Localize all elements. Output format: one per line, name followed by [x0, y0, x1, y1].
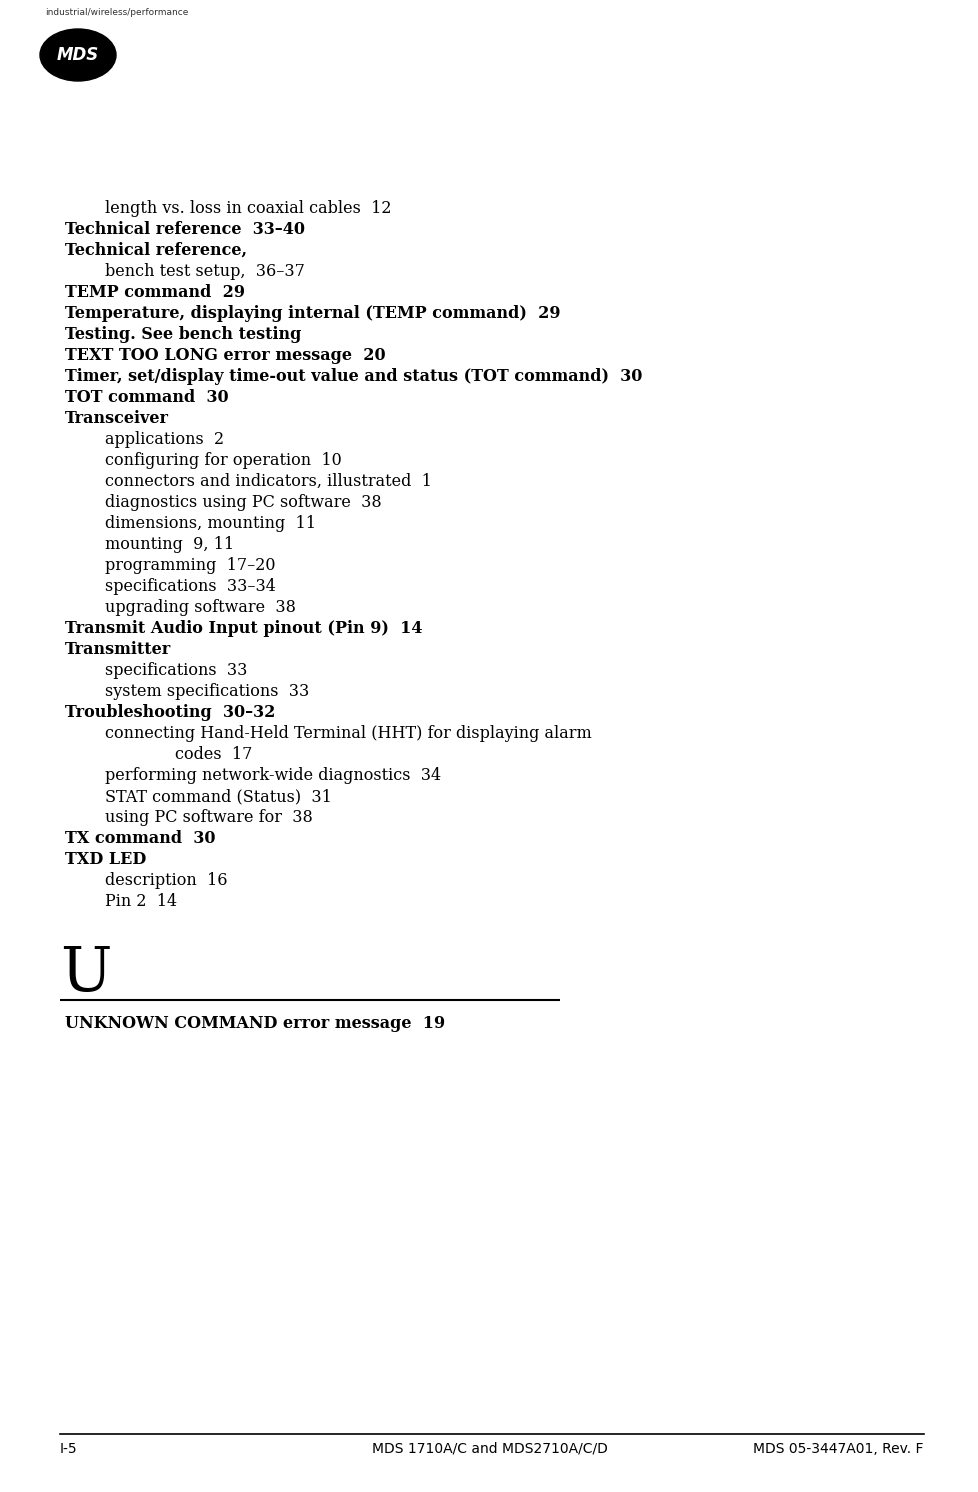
- Text: description  16: description 16: [105, 871, 227, 889]
- Text: performing network-wide diagnostics  34: performing network-wide diagnostics 34: [105, 767, 441, 783]
- Text: codes  17: codes 17: [175, 746, 252, 762]
- Text: bench test setup,  36–37: bench test setup, 36–37: [105, 263, 304, 280]
- Text: connecting Hand-Held Terminal (HHT) for displaying alarm: connecting Hand-Held Terminal (HHT) for …: [105, 725, 591, 742]
- Text: Technical reference,: Technical reference,: [65, 242, 246, 260]
- Text: Pin 2  14: Pin 2 14: [105, 894, 177, 910]
- Text: diagnostics using PC software  38: diagnostics using PC software 38: [105, 494, 381, 510]
- Text: Transceiver: Transceiver: [65, 410, 169, 427]
- Text: TEMP command  29: TEMP command 29: [65, 283, 244, 301]
- Ellipse shape: [40, 28, 115, 81]
- Text: TX command  30: TX command 30: [65, 830, 215, 847]
- Text: TEXT TOO LONG error message  20: TEXT TOO LONG error message 20: [65, 348, 385, 364]
- Text: Transmit Audio Input pinout (Pin 9)  14: Transmit Audio Input pinout (Pin 9) 14: [65, 621, 422, 637]
- Text: Technical reference  33–40: Technical reference 33–40: [65, 221, 305, 239]
- Text: specifications  33–34: specifications 33–34: [105, 577, 276, 595]
- Text: Troubleshooting  30–32: Troubleshooting 30–32: [65, 704, 275, 721]
- Text: using PC software for  38: using PC software for 38: [105, 809, 312, 827]
- Text: MDS 1710A/C and MDS2710A/C/D: MDS 1710A/C and MDS2710A/C/D: [372, 1441, 606, 1456]
- Text: upgrading software  38: upgrading software 38: [105, 598, 295, 616]
- Text: Temperature, displaying internal (TEMP command)  29: Temperature, displaying internal (TEMP c…: [65, 304, 560, 322]
- Text: MDS: MDS: [57, 46, 99, 64]
- Text: dimensions, mounting  11: dimensions, mounting 11: [105, 515, 316, 533]
- Text: TOT command  30: TOT command 30: [65, 389, 229, 406]
- Text: UNKNOWN COMMAND error message  19: UNKNOWN COMMAND error message 19: [65, 1015, 445, 1032]
- Text: Testing. See bench testing: Testing. See bench testing: [65, 325, 301, 343]
- Text: industrial/wireless/performance: industrial/wireless/performance: [45, 7, 188, 16]
- Text: system specifications  33: system specifications 33: [105, 683, 309, 700]
- Text: connectors and indicators, illustrated  1: connectors and indicators, illustrated 1: [105, 473, 431, 489]
- Text: configuring for operation  10: configuring for operation 10: [105, 452, 341, 468]
- Text: Timer, set/display time-out value and status (TOT command)  30: Timer, set/display time-out value and st…: [65, 369, 642, 385]
- Text: applications  2: applications 2: [105, 431, 224, 448]
- Text: specifications  33: specifications 33: [105, 662, 247, 679]
- Text: TXD LED: TXD LED: [65, 850, 146, 868]
- Text: U: U: [60, 944, 111, 1004]
- Text: mounting  9, 11: mounting 9, 11: [105, 536, 234, 554]
- Text: STAT command (Status)  31: STAT command (Status) 31: [105, 788, 332, 806]
- Text: MDS 05-3447A01, Rev. F: MDS 05-3447A01, Rev. F: [753, 1441, 923, 1456]
- Text: Transmitter: Transmitter: [65, 642, 171, 658]
- Text: length vs. loss in coaxial cables  12: length vs. loss in coaxial cables 12: [105, 200, 391, 216]
- Text: programming  17–20: programming 17–20: [105, 557, 275, 574]
- Text: I-5: I-5: [60, 1441, 77, 1456]
